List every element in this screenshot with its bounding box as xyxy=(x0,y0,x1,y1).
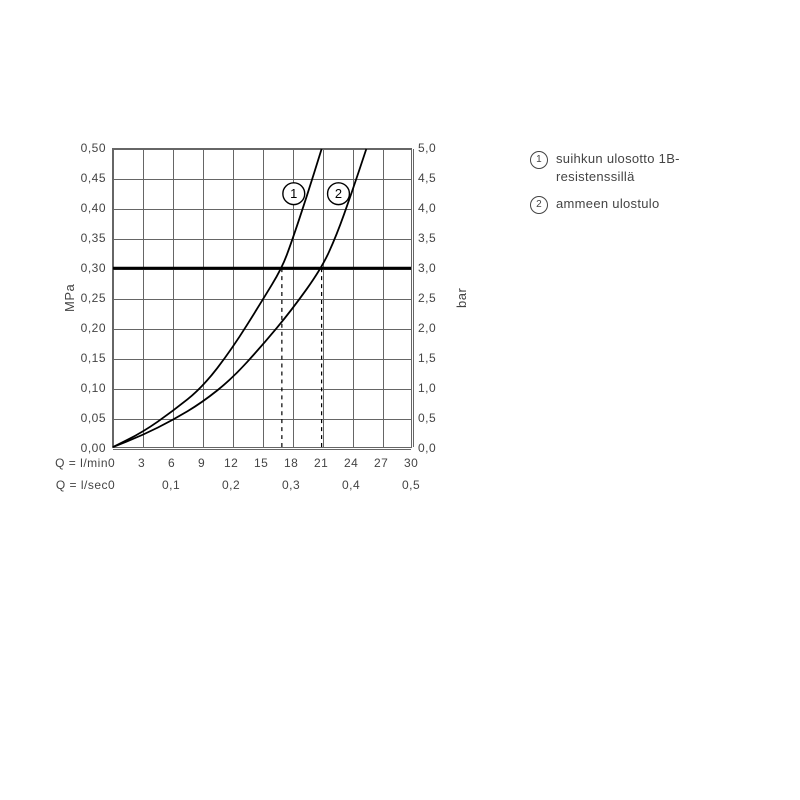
x-tick-lmin: 21 xyxy=(314,456,328,470)
legend-badge-icon: 1 xyxy=(530,151,548,169)
curve-marker-1: 1 xyxy=(283,183,305,205)
y-right-tick: 4,0 xyxy=(418,201,436,215)
legend-text: ammeen ulostulo xyxy=(556,195,660,213)
y-left-tick: 0,15 xyxy=(81,351,106,365)
x-tick-lsec: 0,1 xyxy=(162,478,180,492)
x-tick-lmin: 0 xyxy=(108,456,115,470)
y-left-tick: 0,25 xyxy=(81,291,106,305)
svg-text:2: 2 xyxy=(335,186,342,201)
y-left-tick: 0,20 xyxy=(81,321,106,335)
svg-text:1: 1 xyxy=(290,186,297,201)
y-left-tick: 0,35 xyxy=(81,231,106,245)
y-right-tick: 1,5 xyxy=(418,351,436,365)
y-left-tick: 0,50 xyxy=(81,141,106,155)
plot-area: 12 xyxy=(112,148,412,448)
x-tick-lmin: 30 xyxy=(404,456,418,470)
legend: 1 suihkun ulosotto 1B-resistenssillä 2 amme… xyxy=(530,150,726,224)
y-left-tick: 0,10 xyxy=(81,381,106,395)
y-right-tick: 1,0 xyxy=(418,381,436,395)
x-tick-lsec: 0,4 xyxy=(342,478,360,492)
figure-root: 12 MPa bar Q = l/min Q = l/sec 0,000,050… xyxy=(0,0,800,800)
x-tick-lsec: 0 xyxy=(108,478,115,492)
y-right-tick: 3,5 xyxy=(418,231,436,245)
legend-badge-icon: 2 xyxy=(530,196,548,214)
legend-item: 1 suihkun ulosotto 1B-resistenssillä xyxy=(530,150,726,185)
y-right-tick: 3,0 xyxy=(418,261,436,275)
y-right-tick: 5,0 xyxy=(418,141,436,155)
y-right-tick: 0,5 xyxy=(418,411,436,425)
y-left-tick: 0,00 xyxy=(81,441,106,455)
y-left-tick: 0,45 xyxy=(81,171,106,185)
x-tick-lmin: 3 xyxy=(138,456,145,470)
x-tick-lsec: 0,5 xyxy=(402,478,420,492)
x-tick-lsec: 0,3 xyxy=(282,478,300,492)
y-right-tick: 0,0 xyxy=(418,441,436,455)
y-left-tick: 0,30 xyxy=(81,261,106,275)
y-right-title: bar xyxy=(454,288,469,308)
x-tick-lmin: 12 xyxy=(224,456,238,470)
x-tick-lmin: 18 xyxy=(284,456,298,470)
legend-text: suihkun ulosotto 1B-resistenssillä xyxy=(556,150,726,185)
y-right-tick: 2,0 xyxy=(418,321,436,335)
x-row1-label: Q = l/min xyxy=(48,456,108,470)
x-tick-lmin: 27 xyxy=(374,456,388,470)
curves-layer: 12 xyxy=(113,149,411,447)
y-left-title: MPa xyxy=(62,284,77,312)
y-right-tick: 4,5 xyxy=(418,171,436,185)
x-tick-lmin: 9 xyxy=(198,456,205,470)
curve-marker-2: 2 xyxy=(328,183,350,205)
y-left-tick: 0,05 xyxy=(81,411,106,425)
legend-item: 2 ammeen ulostulo xyxy=(530,195,726,214)
x-tick-lsec: 0,2 xyxy=(222,478,240,492)
y-right-tick: 2,5 xyxy=(418,291,436,305)
x-tick-lmin: 24 xyxy=(344,456,358,470)
y-left-tick: 0,40 xyxy=(81,201,106,215)
x-tick-lmin: 6 xyxy=(168,456,175,470)
x-tick-lmin: 15 xyxy=(254,456,268,470)
x-row2-label: Q = l/sec xyxy=(48,478,108,492)
